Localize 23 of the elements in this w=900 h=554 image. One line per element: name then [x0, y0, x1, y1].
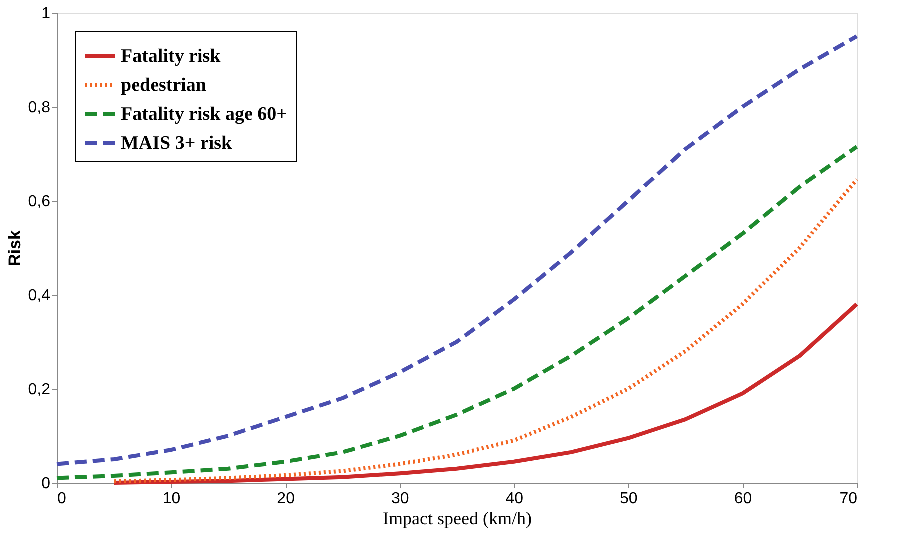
x-axis-title: Impact speed (km/h)	[383, 508, 532, 528]
y-tick-label: 0,4	[28, 288, 51, 304]
legend-label: MAIS 3+ risk	[121, 133, 233, 154]
legend-label: Fatality risk age 60+	[121, 104, 288, 125]
line-series	[112, 302, 859, 485]
x-tick-label: 20	[277, 490, 296, 508]
y-tick-label: 0	[42, 476, 51, 492]
line-series	[55, 34, 859, 466]
y-axis-title: Risk	[5, 230, 24, 266]
y-tick-label: 0,2	[28, 382, 51, 398]
x-tick-label: 30	[391, 490, 410, 508]
y-tick-label: 1	[42, 6, 51, 22]
x-tick-label: 40	[506, 490, 524, 508]
legend-label: pedestrian	[121, 75, 207, 96]
x-tick-label: 70	[840, 490, 858, 508]
x-tick-label: 60	[734, 490, 752, 508]
x-tick-label: 10	[162, 490, 181, 508]
y-tick-label: 0,8	[28, 100, 51, 116]
x-tick-label: 0	[58, 490, 66, 508]
line-series	[112, 178, 859, 484]
x-tick-label: 50	[620, 490, 638, 508]
legend-label: Fatality risk	[121, 46, 222, 67]
y-tick-label: 0,6	[28, 194, 51, 210]
